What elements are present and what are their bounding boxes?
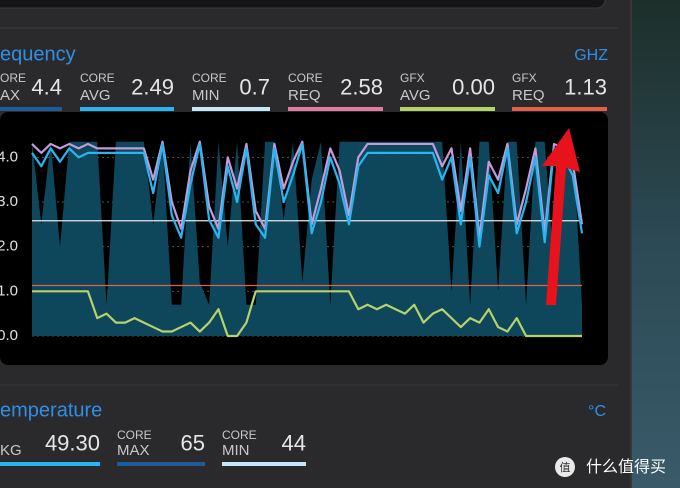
stat-underline xyxy=(192,107,270,111)
frequency-chart: 4.0 3.0 2.0 1.0 0.0 xyxy=(0,140,584,344)
y-tick-label: 4.0 xyxy=(0,148,18,165)
stat-label: AVG xyxy=(80,87,111,104)
stat-value: 65 xyxy=(181,430,205,455)
stat-label: ORE xyxy=(0,71,26,85)
stat-value: 49.30 xyxy=(45,430,100,455)
stat-label: CORE xyxy=(288,71,323,85)
stat-underline xyxy=(117,462,205,466)
annotation-arrow xyxy=(542,128,580,305)
y-tick-label: 1.0 xyxy=(0,282,18,299)
stat-underline xyxy=(288,107,383,111)
section-title: emperature xyxy=(0,399,102,421)
stat-value: 44 xyxy=(282,430,306,455)
stat-label: AVG xyxy=(400,87,431,104)
stat-underline xyxy=(512,107,607,111)
line xyxy=(31,142,584,248)
stat-underline xyxy=(0,107,62,111)
stat-label: CORE xyxy=(192,71,227,85)
y-tick-label: 2.0 xyxy=(0,238,18,255)
stat-label: KG xyxy=(0,442,22,459)
stat-label: CORE xyxy=(117,428,152,442)
stat-label: REQ xyxy=(512,87,545,104)
unit: GHZ xyxy=(574,47,608,64)
desktop-background xyxy=(632,0,680,488)
stat-value: 2.58 xyxy=(340,74,383,99)
stat-label: CORE xyxy=(222,428,257,442)
stat-label: MIN xyxy=(192,87,220,104)
stat-label: REQ xyxy=(288,87,321,104)
watermark-icon xyxy=(555,457,575,477)
stat-value: 4.4 xyxy=(31,74,62,99)
stat-underline xyxy=(222,462,306,466)
frequency-stats: ORE AX 4.4 CORE AVG 2.49 CORE MIN 0.7 CORE REQ 2.58… xyxy=(0,71,607,111)
stat-label: MAX xyxy=(117,442,150,459)
stat-label: GFX xyxy=(512,71,537,85)
stat-value: 1.13 xyxy=(564,74,607,99)
stat-value: 0.7 xyxy=(239,74,270,99)
stat-value: 0.00 xyxy=(452,74,495,99)
unit: °C xyxy=(588,403,606,420)
stat-underline xyxy=(400,107,495,111)
stat-value: 2.49 xyxy=(131,74,174,99)
stat-underline xyxy=(80,107,174,111)
y-tick-label: 0.0 xyxy=(0,327,18,344)
area xyxy=(32,141,582,336)
stat-underline xyxy=(0,462,100,466)
section-title: equency xyxy=(0,43,76,65)
stat-label: CORE xyxy=(80,71,115,85)
watermark-icon-text: 值 xyxy=(560,461,571,474)
stat-label: AX xyxy=(0,87,20,104)
line xyxy=(32,290,582,338)
watermark: 什么值得买 xyxy=(586,458,666,476)
y-tick-label: 3.0 xyxy=(0,193,18,210)
top-panel xyxy=(0,0,606,9)
stat-label: MIN xyxy=(222,442,250,459)
stat-label: GFX xyxy=(400,71,425,85)
